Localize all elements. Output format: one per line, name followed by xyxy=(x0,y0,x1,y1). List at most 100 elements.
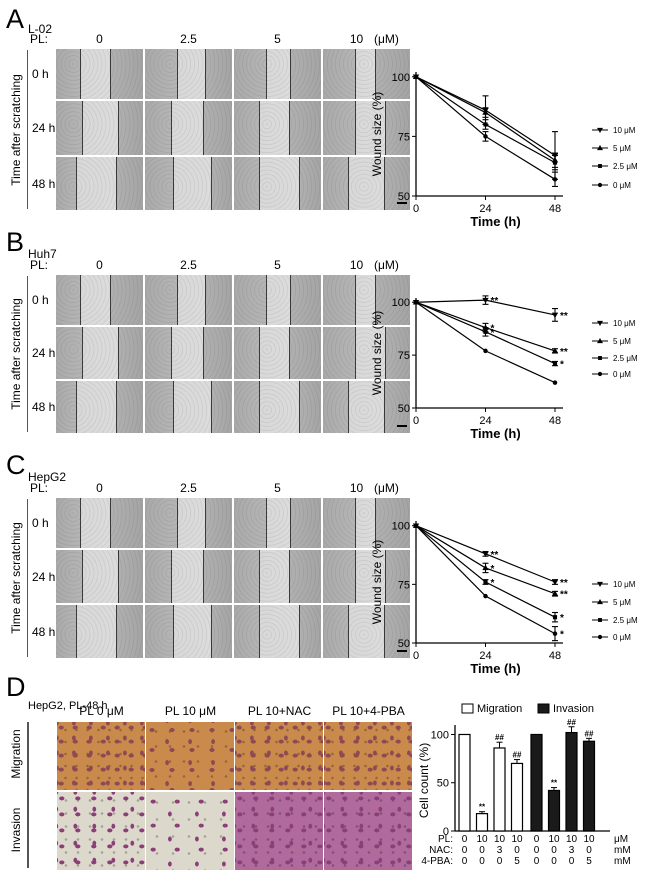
significance-label: ## xyxy=(567,718,576,727)
bar xyxy=(530,733,543,832)
data-point-marker xyxy=(598,618,602,622)
condition-value: 10 xyxy=(548,834,560,845)
y-axis-label: Wound size (%) xyxy=(370,540,384,624)
bar xyxy=(565,731,578,832)
legend-label: 2.5 μM xyxy=(613,162,638,171)
condition-unit: mM xyxy=(614,856,631,867)
row-label-invasion: Invasion xyxy=(9,807,23,853)
data-point-marker xyxy=(598,164,602,168)
panel-letter: B xyxy=(6,227,25,257)
significance-label: ## xyxy=(513,751,522,760)
micrograph xyxy=(145,157,232,210)
time-label: 0 h xyxy=(32,67,49,81)
time-label: 0 h xyxy=(32,293,49,307)
time-bracket xyxy=(27,276,28,432)
micrograph xyxy=(56,101,143,155)
data-point-marker xyxy=(597,338,603,344)
data-point-marker xyxy=(552,631,558,636)
micrograph xyxy=(56,381,143,433)
condition-value: 0 xyxy=(551,845,557,856)
x-axis-label: Time (h) xyxy=(470,214,520,229)
scale-bar xyxy=(397,202,407,204)
legend-label: 2.5 μM xyxy=(613,354,638,363)
legend-label: 0 μM xyxy=(613,370,631,379)
y-tick-label: 100 xyxy=(431,729,449,741)
data-point-marker xyxy=(413,74,419,80)
time-bracket xyxy=(27,50,28,209)
micrograph xyxy=(145,605,232,658)
condition-label: NAC: xyxy=(429,845,453,856)
data-point-marker xyxy=(483,329,488,334)
micrograph xyxy=(324,792,412,870)
concentration-header: 10 xyxy=(349,32,364,46)
micrograph xyxy=(323,101,410,155)
data-point-marker xyxy=(483,348,488,354)
bar xyxy=(510,762,524,832)
micrograph xyxy=(56,157,143,210)
data-point-marker xyxy=(552,177,558,182)
micrograph xyxy=(323,605,410,658)
pl-label: PL: xyxy=(30,258,49,272)
condition-label: PL: xyxy=(438,834,453,845)
data-point-marker xyxy=(552,160,558,165)
significance-label: * xyxy=(491,564,495,575)
condition-value: 0 xyxy=(497,856,503,867)
condition-value: 10 xyxy=(583,834,595,845)
significance-label: * xyxy=(560,630,564,641)
condition-value: 0 xyxy=(534,834,540,845)
cell-line-label: Huh7 xyxy=(28,247,57,261)
column-header: PL 10 μM xyxy=(164,704,217,718)
condition-value: 0 xyxy=(514,845,520,856)
panel-d-column-headers: PL 0 μM PL 10 μM PL 10+NAC PL 10+4-PBA xyxy=(57,704,413,718)
concentration-header: 0 xyxy=(96,258,103,272)
micrograph xyxy=(56,49,143,99)
data-point-marker xyxy=(551,579,559,586)
x-tick-label: 0 xyxy=(413,203,419,215)
data-point-marker xyxy=(551,347,559,354)
legend-swatch xyxy=(537,703,550,714)
micrograph xyxy=(57,722,145,790)
data-point-marker xyxy=(483,122,488,127)
micrograph xyxy=(234,275,321,325)
significance-label: ** xyxy=(560,578,568,589)
series-line xyxy=(415,301,556,384)
unit-label: (μM) xyxy=(374,32,399,46)
micrograph xyxy=(146,792,234,870)
y-tick-label: 75 xyxy=(398,579,410,591)
cell-line-label: HepG2 xyxy=(28,470,67,484)
y-tick-label: 50 xyxy=(398,638,410,650)
significance-label: * xyxy=(491,324,495,335)
significance-label: ## xyxy=(495,733,504,742)
column-header: PL 10+NAC xyxy=(247,704,312,718)
unit-label: (μM) xyxy=(374,481,399,495)
legend-label: 5 μM xyxy=(613,598,631,607)
time-label: 48 h xyxy=(32,176,56,191)
legend-label: 5 μM xyxy=(613,144,631,153)
y-tick-label: 100 xyxy=(392,297,410,309)
data-point-marker xyxy=(483,579,488,585)
panel-letter: A xyxy=(6,4,25,34)
time-label: 48 h xyxy=(32,400,56,414)
y-tick-label: 100 xyxy=(392,521,410,533)
x-tick-label: 48 xyxy=(549,203,561,215)
condition-value: 0 xyxy=(569,856,575,867)
legend-label: 0 μM xyxy=(613,181,631,190)
data-point-marker xyxy=(552,380,558,385)
legend-swatch xyxy=(461,703,474,714)
condition-value: 0 xyxy=(551,856,557,867)
data-point-marker xyxy=(597,634,603,640)
y-axis-label: Wound size (%) xyxy=(370,311,384,395)
x-tick-label: 24 xyxy=(479,415,491,427)
micrograph xyxy=(323,157,410,210)
micrograph xyxy=(234,101,321,155)
y-tick-label: 50 xyxy=(437,778,449,790)
data-point-marker xyxy=(552,615,558,620)
x-tick-label: 48 xyxy=(549,415,561,427)
condition-unit: mM xyxy=(614,845,631,856)
micrograph xyxy=(56,327,143,379)
panel-d-title: HepG2, PL-48 h xyxy=(28,700,108,712)
micrograph xyxy=(57,792,145,870)
condition-value: 0 xyxy=(479,845,485,856)
time-label: 24 h xyxy=(32,121,56,135)
data-point-marker xyxy=(551,312,559,319)
